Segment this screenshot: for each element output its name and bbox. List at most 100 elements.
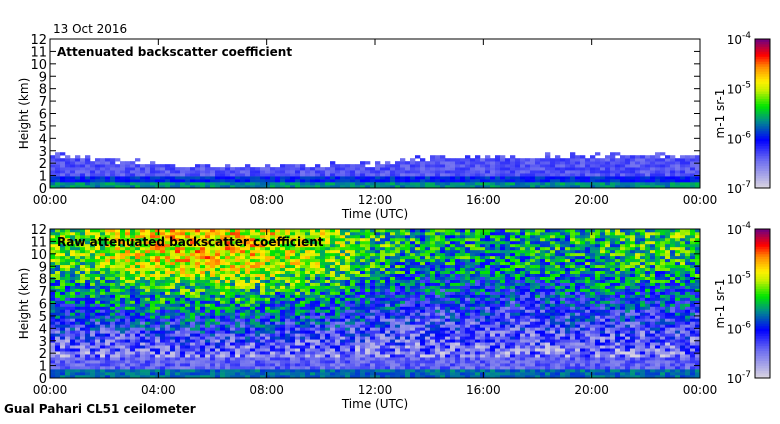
heatmap-cell	[410, 309, 415, 312]
heatmap-cell	[275, 354, 280, 357]
heatmap-cell	[400, 366, 405, 369]
heatmap-cell	[395, 330, 400, 333]
heatmap-cell	[355, 277, 360, 280]
heatmap-cell	[385, 292, 390, 295]
heatmap-cell	[430, 182, 435, 185]
heatmap-cell	[600, 161, 605, 164]
heatmap-cell	[145, 173, 150, 176]
heatmap-cell	[405, 292, 410, 295]
heatmap-cell	[435, 173, 440, 176]
heatmap-cell	[555, 164, 560, 167]
heatmap-cell	[495, 161, 500, 164]
heatmap-cell	[270, 179, 275, 182]
heatmap-cell	[195, 253, 200, 256]
heatmap-cell	[265, 312, 270, 315]
heatmap-cell	[115, 167, 120, 170]
heatmap-cell	[315, 342, 320, 345]
heatmap-cell	[390, 241, 395, 244]
heatmap-cell	[380, 250, 385, 253]
heatmap-cell	[215, 360, 220, 363]
heatmap-cell	[85, 321, 90, 324]
heatmap-cell	[250, 309, 255, 312]
heatmap-cell	[100, 351, 105, 354]
heatmap-cell	[560, 179, 565, 182]
heatmap-cell	[550, 173, 555, 176]
heatmap-cell	[200, 283, 205, 286]
heatmap-cell	[310, 327, 315, 330]
heatmap-cell	[350, 318, 355, 321]
heatmap-cell	[170, 182, 175, 185]
heatmap-cell	[235, 256, 240, 259]
heatmap-cell	[630, 167, 635, 170]
heatmap-cell	[220, 280, 225, 283]
heatmap-cell	[60, 277, 65, 280]
heatmap-cell	[280, 265, 285, 268]
heatmap-cell	[345, 354, 350, 357]
heatmap-cell	[260, 354, 265, 357]
heatmap-cell	[330, 170, 335, 173]
heatmap-cell	[120, 324, 125, 327]
heatmap-cell	[100, 274, 105, 277]
heatmap-cell	[130, 250, 135, 253]
heatmap-cell	[310, 176, 315, 179]
heatmap-cell	[405, 333, 410, 336]
heatmap-cell	[245, 321, 250, 324]
heatmap-cell	[160, 306, 165, 309]
heatmap-cell	[320, 336, 325, 339]
heatmap-cell	[380, 235, 385, 238]
heatmap-cell	[605, 161, 610, 164]
heatmap-cell	[185, 336, 190, 339]
heatmap-cell	[230, 250, 235, 253]
heatmap-cell	[260, 292, 265, 295]
heatmap-cell	[80, 164, 85, 167]
heatmap-cell	[475, 161, 480, 164]
heatmap-cell	[220, 306, 225, 309]
heatmap-cell	[395, 286, 400, 289]
heatmap-cell	[305, 286, 310, 289]
heatmap-cell	[255, 277, 260, 280]
heatmap-cell	[240, 283, 245, 286]
heatmap-cell	[160, 336, 165, 339]
heatmap-cell	[210, 351, 215, 354]
heatmap-cell	[95, 342, 100, 345]
heatmap-cell	[130, 182, 135, 185]
heatmap-cell	[565, 161, 570, 164]
heatmap-cell	[260, 277, 265, 280]
heatmap-cell	[115, 173, 120, 176]
heatmap-cell	[160, 318, 165, 321]
heatmap-cell	[255, 304, 260, 307]
heatmap-cell	[660, 176, 665, 179]
heatmap-cell	[175, 265, 180, 268]
heatmap-cell	[545, 158, 550, 161]
heatmap-cell	[335, 301, 340, 304]
heatmap-cell	[160, 342, 165, 345]
heatmap-cell	[205, 339, 210, 342]
heatmap-cell	[290, 304, 295, 307]
heatmap-cell	[265, 345, 270, 348]
heatmap-cell	[135, 318, 140, 321]
heatmap-cell	[455, 161, 460, 164]
heatmap-cell	[185, 306, 190, 309]
heatmap-cell	[135, 182, 140, 185]
heatmap-cell	[435, 182, 440, 185]
heatmap-cell	[210, 366, 215, 369]
heatmap-cell	[675, 176, 680, 179]
heatmap-cell	[115, 372, 120, 375]
heatmap-cell	[410, 265, 415, 268]
heatmap-cell	[400, 333, 405, 336]
heatmap-cell	[120, 372, 125, 375]
heatmap-cell	[410, 182, 415, 185]
heatmap-cell	[135, 292, 140, 295]
heatmap-cell	[80, 176, 85, 179]
heatmap-cell	[240, 301, 245, 304]
heatmap-cell	[245, 301, 250, 304]
heatmap-cell	[105, 354, 110, 357]
heatmap-cell	[535, 161, 540, 164]
heatmap-cell	[65, 155, 70, 158]
heatmap-cell	[275, 330, 280, 333]
heatmap-cell	[245, 339, 250, 342]
heatmap-cell	[240, 306, 245, 309]
heatmap-cell	[390, 164, 395, 167]
heatmap-cell	[535, 179, 540, 182]
heatmap-cell	[330, 342, 335, 345]
